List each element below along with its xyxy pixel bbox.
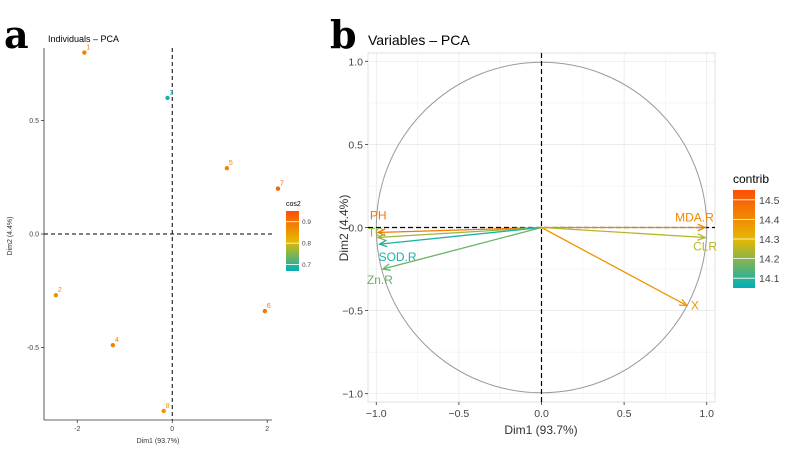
panel-a-legend-tick-label: 0.9 <box>302 219 311 226</box>
panel-a-x-tick-label: 2 <box>265 426 269 433</box>
panel-a-legend-ticks: 0.9 0.8 0.7 <box>286 219 311 269</box>
panel-b-vector-arrowhead <box>376 233 386 241</box>
panel-b-y-ticks: −1.0 −0.5 0.0 0.5 1.0 <box>342 56 368 401</box>
panel-a-ylabel: Dim2 (4.4%) <box>7 217 14 256</box>
panel-a-point <box>82 50 87 55</box>
panel-b-vector-label: MDA.R <box>675 211 714 225</box>
panel-b: b Variables – PCA MDA.R CLR X PH TC SOD.R Zn.R… <box>330 12 780 437</box>
panel-a-title: Individuals – PCA <box>48 34 119 44</box>
panel-b-vector-label: X <box>691 299 699 313</box>
panel-b-legend-tick-label: 14.2 <box>759 254 780 266</box>
panel-b-x-tick-label: −1.0 <box>366 408 387 420</box>
panel-a-x-tick-label: -2 <box>74 426 80 433</box>
panel-a-legend-tick-label: 0.7 <box>302 262 311 269</box>
panel-b-y-tick-label: 1.0 <box>348 56 363 68</box>
panel-b-vector-arrow <box>541 226 688 307</box>
panel-b-vector-label: TC <box>368 225 384 239</box>
panel-a-point-label: 6 <box>267 303 271 310</box>
panel-b-y-tick-label: −0.5 <box>342 306 363 318</box>
panel-a-point-label: 1 <box>86 45 90 52</box>
panel-b-vector-arrowhead <box>697 223 707 232</box>
panel-b-x-tick-label: 0.0 <box>534 408 549 420</box>
panel-b-x-tick-label: 0.5 <box>617 408 632 420</box>
panel-a-point-label: 5 <box>229 160 233 167</box>
panel-b-y-tick-label: −1.0 <box>342 389 363 401</box>
panel-b-legend: contrib 14.5 14.4 14.3 14.2 14.1 <box>733 172 780 288</box>
panel-a-y-tick-label: 0.0 <box>29 232 39 239</box>
panel-a-point-label: 4 <box>115 337 119 344</box>
panel-a-point-label: 7 <box>280 181 284 188</box>
panel-b-x-ticks: −1.0 −0.5 0.0 0.5 1.0 <box>366 402 714 420</box>
panel-a-point <box>224 166 230 171</box>
panel-a-letter: a <box>4 12 29 57</box>
panel-b-x-tick-label: −0.5 <box>449 408 470 420</box>
panel-a-legend-title: cos2 <box>286 201 301 208</box>
panel-a-point-label: 2 <box>58 287 62 294</box>
panel-b-vector-arrowhead <box>678 298 689 307</box>
panel-b-xlabel: Dim1 (93.7%) <box>504 423 577 437</box>
panel-a-point <box>161 408 166 414</box>
panel-a-point <box>262 308 268 314</box>
panel-a-y-tick-label: -0.5 <box>27 345 39 352</box>
panel-a: a Individuals – PCA -0.5 0.0 0.5 -2 0 2 1 2 3 4… <box>4 12 311 445</box>
panel-a-point <box>110 342 116 348</box>
panel-b-legend-ticks: 14.5 14.4 14.3 14.2 14.1 <box>733 195 780 285</box>
panel-b-ylabel: Dim2 (4.4%) <box>337 195 351 262</box>
panel-a-point <box>165 95 170 101</box>
panel-b-legend-tick-label: 14.3 <box>759 234 780 246</box>
panel-b-vector-arrow <box>379 226 542 245</box>
panel-a-xlabel: Dim1 (93.7%) <box>137 438 180 445</box>
panel-b-x-tick-label: 1.0 <box>699 408 714 420</box>
panel-a-y-tick-label: 0.5 <box>29 118 39 125</box>
panel-b-vector-arrow <box>377 226 542 234</box>
panel-b-vectors: MDA.R CLR X PH TC SOD.R Zn.R <box>367 208 718 312</box>
panel-a-legend-tick-label: 0.8 <box>302 241 311 248</box>
panel-b-legend-tick-label: 14.5 <box>759 195 780 207</box>
panel-a-point <box>53 293 59 298</box>
panel-b-y-tick-label: 0.0 <box>348 223 363 235</box>
panel-a-legend-colorbar <box>286 211 299 271</box>
panel-a-legend: cos2 0.9 0.8 0.7 <box>286 201 311 271</box>
panel-a-x-ticks: -2 0 2 <box>74 420 269 433</box>
panel-b-vector-arrow <box>382 226 542 270</box>
panel-b-legend-tick-label: 14.4 <box>759 214 780 226</box>
panel-a-x-tick-label: 0 <box>170 426 174 433</box>
panel-b-vector-label: SOD.R <box>379 250 417 264</box>
panel-a-points: 1 2 3 4 5 6 7 8 <box>53 45 284 414</box>
panel-b-vector-arrowhead <box>381 263 391 271</box>
panel-b-title: Variables – PCA <box>368 32 470 48</box>
panel-b-vector-label: CLR <box>693 239 717 253</box>
panel-b-vector-label: PH <box>370 208 387 222</box>
panel-a-point-label: 3 <box>170 90 174 97</box>
panel-b-vector-arrowhead <box>697 233 707 241</box>
panel-a-y-ticks: -0.5 0.0 0.5 <box>27 118 44 352</box>
panel-b-legend-title: contrib <box>733 172 769 186</box>
panel-b-vector-arrowhead <box>377 239 388 248</box>
panel-b-vector-label: Zn.R <box>367 273 393 287</box>
panel-a-point-label: 8 <box>166 403 170 410</box>
panel-a-point <box>275 186 281 191</box>
panel-b-y-tick-label: 0.5 <box>348 139 363 151</box>
panel-b-vector-arrow <box>377 226 542 239</box>
panel-b-legend-tick-label: 14.1 <box>759 273 780 285</box>
panel-b-letter: b <box>330 12 357 57</box>
panel-b-vector-arrow <box>541 226 706 239</box>
